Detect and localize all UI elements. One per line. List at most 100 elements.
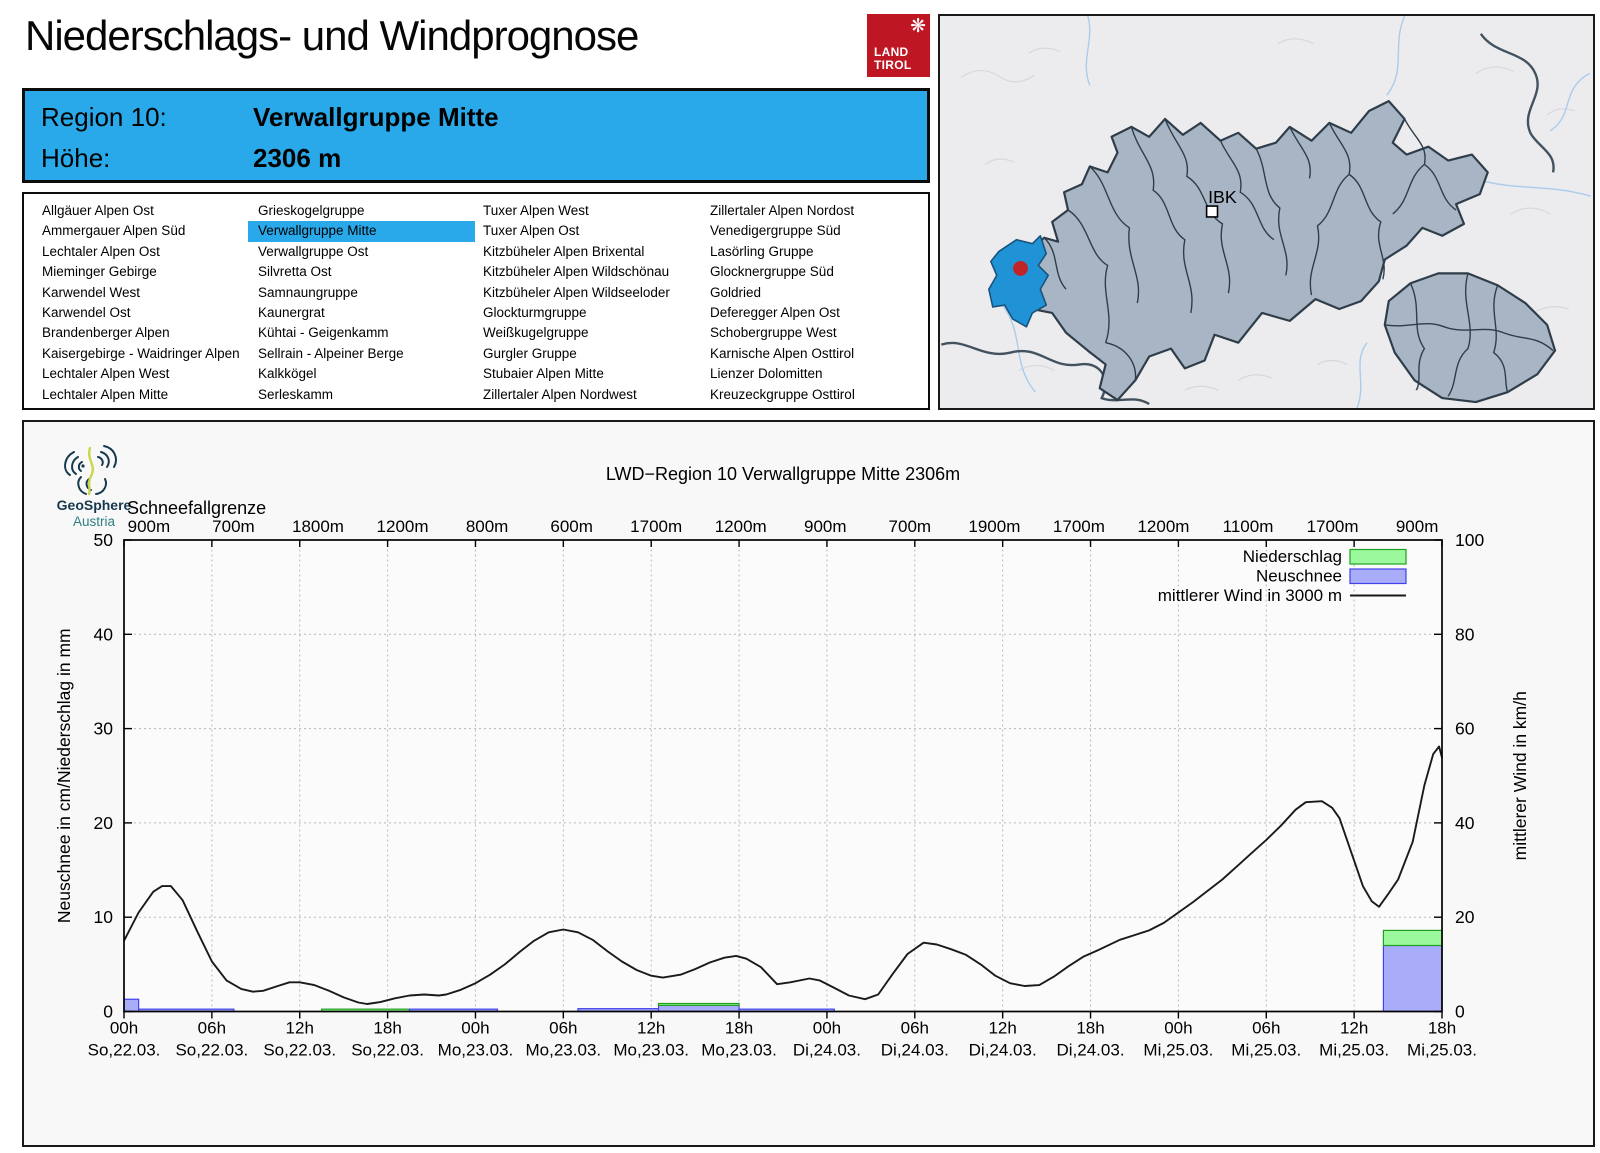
region-list-item[interactable]: Kreuzeckgruppe Osttirol bbox=[710, 386, 855, 402]
region-list-item[interactable]: Samnaungruppe bbox=[258, 284, 358, 300]
region-list-item[interactable]: Zillertaler Alpen Nordwest bbox=[483, 386, 637, 402]
y-tick-label-left: 30 bbox=[94, 719, 114, 739]
region-list-item[interactable]: Kaunergrat bbox=[258, 304, 325, 320]
x-tick-date: Mo,23.03. bbox=[613, 1041, 689, 1060]
axis-title-left: Neuschnee in cm/Niederschlag in mm bbox=[54, 628, 74, 923]
altitude-label: Höhe: bbox=[41, 143, 111, 173]
snowline-value: 1700m bbox=[1053, 517, 1105, 536]
region-list-item[interactable]: Weißkugelgruppe bbox=[483, 325, 589, 341]
region-list-item[interactable]: Allgäuer Alpen Ost bbox=[42, 203, 154, 218]
region-list-item[interactable]: Venedigergruppe Süd bbox=[710, 223, 841, 239]
region-list-item[interactable]: Kalkkögel bbox=[258, 366, 317, 382]
region-list-item[interactable]: Kitzbüheler Alpen Brixental bbox=[483, 243, 645, 259]
region-list-item[interactable]: Schobergruppe West bbox=[710, 325, 837, 341]
x-tick-time: 00h bbox=[1164, 1019, 1192, 1038]
legend-swatch bbox=[1349, 548, 1407, 565]
selected-region-dot bbox=[1013, 261, 1028, 276]
x-tick-date: Mi,25.03. bbox=[1231, 1041, 1301, 1060]
x-tick-time: 06h bbox=[1252, 1019, 1280, 1038]
x-tick-time: 18h bbox=[725, 1019, 753, 1038]
region-list-item[interactable]: Ammergauer Alpen Süd bbox=[42, 223, 186, 239]
region-list-item[interactable]: Karwendel West bbox=[42, 284, 141, 300]
snowline-value: 1800m bbox=[292, 517, 344, 536]
y-tick-label-right: 20 bbox=[1455, 907, 1475, 927]
y-tick-label-left: 10 bbox=[94, 907, 114, 927]
x-tick-date: So,22.03. bbox=[263, 1041, 336, 1060]
y-tick-label-right: 40 bbox=[1455, 813, 1475, 833]
ibk-marker[interactable] bbox=[1205, 205, 1219, 218]
region-header-box: Region 10: Verwallgruppe Mitte Höhe: 2306 … bbox=[22, 88, 930, 183]
region-list-item[interactable]: Kitzbüheler Alpen Wildseeloder bbox=[483, 284, 670, 300]
snowline-value: 900m bbox=[1396, 517, 1439, 536]
region-list-item[interactable]: Mieminger Gebirge bbox=[42, 264, 157, 280]
region-list-item[interactable]: Lechtaler Alpen Ost bbox=[42, 243, 160, 259]
y-tick-label-right: 80 bbox=[1455, 624, 1475, 644]
region-list-item[interactable]: Lasörling Gruppe bbox=[710, 243, 814, 259]
legend-label: mittlerer Wind in 3000 m bbox=[1158, 586, 1342, 605]
x-tick-time: 00h bbox=[110, 1019, 138, 1038]
snowline-value: 1900m bbox=[968, 517, 1020, 536]
x-tick-date: Mi,25.03. bbox=[1319, 1041, 1389, 1060]
region-list-item[interactable]: Brandenberger Alpen bbox=[42, 325, 170, 341]
region-list-item[interactable]: Verwallgruppe Ost bbox=[258, 243, 369, 259]
y-tick-label-right: 100 bbox=[1455, 530, 1484, 550]
map-panel: IBK bbox=[938, 14, 1595, 410]
region-list-item[interactable]: Deferegger Alpen Ost bbox=[710, 304, 840, 320]
region-list-item[interactable]: Serleskamm bbox=[258, 386, 334, 402]
bar-niederschlag bbox=[1382, 929, 1443, 947]
region-list-item[interactable]: Glocknergruppe Süd bbox=[710, 264, 834, 280]
region-list-item[interactable]: Stubaier Alpen Mitte bbox=[483, 366, 604, 382]
x-tick-date: So,22.03. bbox=[351, 1041, 424, 1060]
x-tick-date: Di,24.03. bbox=[881, 1041, 949, 1060]
region-list-column: Allgäuer Alpen Ost Ammergauer Alpen Süd Le… bbox=[32, 201, 246, 405]
region-list-item[interactable]: Grieskogelgruppe bbox=[258, 203, 365, 218]
x-tick-date: Di,24.03. bbox=[969, 1041, 1037, 1060]
bar-niederschlag bbox=[657, 1002, 740, 1006]
region-shape-north-tirol[interactable] bbox=[993, 100, 1489, 402]
snowline-value: 1700m bbox=[630, 517, 682, 536]
region-label: Region 10: bbox=[41, 102, 167, 132]
x-tick-time: 12h bbox=[286, 1019, 314, 1038]
x-tick-date: Mo,23.03. bbox=[526, 1041, 602, 1060]
wind-line bbox=[123, 745, 1443, 1005]
snowline-label: Schneefallgrenze bbox=[127, 498, 266, 518]
region-value: Verwallgruppe Mitte bbox=[253, 102, 499, 132]
region-boundaries-east bbox=[1384, 273, 1554, 397]
region-list-item[interactable]: Lienzer Dolomitten bbox=[710, 366, 823, 382]
snowline-value: 700m bbox=[889, 517, 932, 536]
snowline-value: 600m bbox=[550, 517, 593, 536]
y-tick-label-left: 50 bbox=[94, 530, 114, 550]
region-list-item[interactable]: Verwallgruppe Mitte bbox=[248, 221, 475, 242]
region-list-item[interactable]: Silvretta Ost bbox=[258, 264, 332, 280]
region-list-item[interactable]: Kühtai - Geigenkamm bbox=[258, 325, 389, 341]
region-list-item[interactable]: Gurgler Gruppe bbox=[483, 345, 577, 361]
region-list-item[interactable]: Kaisergebirge - Waidringer Alpen bbox=[42, 345, 240, 361]
region-list-item[interactable]: Tuxer Alpen Ost bbox=[483, 223, 580, 239]
axis-title-right: mittlerer Wind in km/h bbox=[1510, 691, 1530, 860]
x-tick-date: Mi,25.03. bbox=[1407, 1041, 1477, 1060]
plot-border bbox=[123, 539, 1443, 1013]
x-tick-time: 06h bbox=[198, 1019, 226, 1038]
region-list-item[interactable]: Karwendel Ost bbox=[42, 304, 131, 320]
region-list-item[interactable]: Tuxer Alpen West bbox=[483, 203, 589, 218]
x-tick-time: 06h bbox=[549, 1019, 577, 1038]
region-list-item[interactable]: Karnische Alpen Osttirol bbox=[710, 345, 855, 361]
region-list-item[interactable]: Goldried bbox=[710, 284, 762, 300]
region-list-item[interactable]: Glockturmgruppe bbox=[483, 304, 587, 320]
region-list-item[interactable]: Lechtaler Alpen Mitte bbox=[42, 386, 169, 402]
region-list-item[interactable]: Zillertaler Alpen Nordost bbox=[710, 203, 855, 218]
region-list-column: Grieskogelgruppe Verwallgruppe Mitte Verwa… bbox=[248, 201, 475, 405]
x-tick-time: 12h bbox=[988, 1019, 1016, 1038]
region-list-column: Tuxer Alpen West Tuxer Alpen Ost Kitzbühel… bbox=[473, 201, 698, 405]
map-region-highlight[interactable] bbox=[988, 234, 1050, 328]
x-tick-date: Mo,23.03. bbox=[701, 1041, 777, 1060]
region-list-item[interactable]: Lechtaler Alpen West bbox=[42, 366, 170, 382]
region-list-item[interactable]: Sellrain - Alpeiner Berge bbox=[258, 345, 404, 361]
region-list-item[interactable]: Kitzbüheler Alpen Wildschönau bbox=[483, 264, 670, 280]
x-tick-time: 00h bbox=[461, 1019, 489, 1038]
ibk-label: IBK bbox=[1208, 187, 1237, 207]
x-tick-date: Mi,25.03. bbox=[1143, 1041, 1213, 1060]
x-tick-date: Di,24.03. bbox=[793, 1041, 861, 1060]
page-title: Niederschlags- und Windprognose bbox=[25, 12, 639, 59]
